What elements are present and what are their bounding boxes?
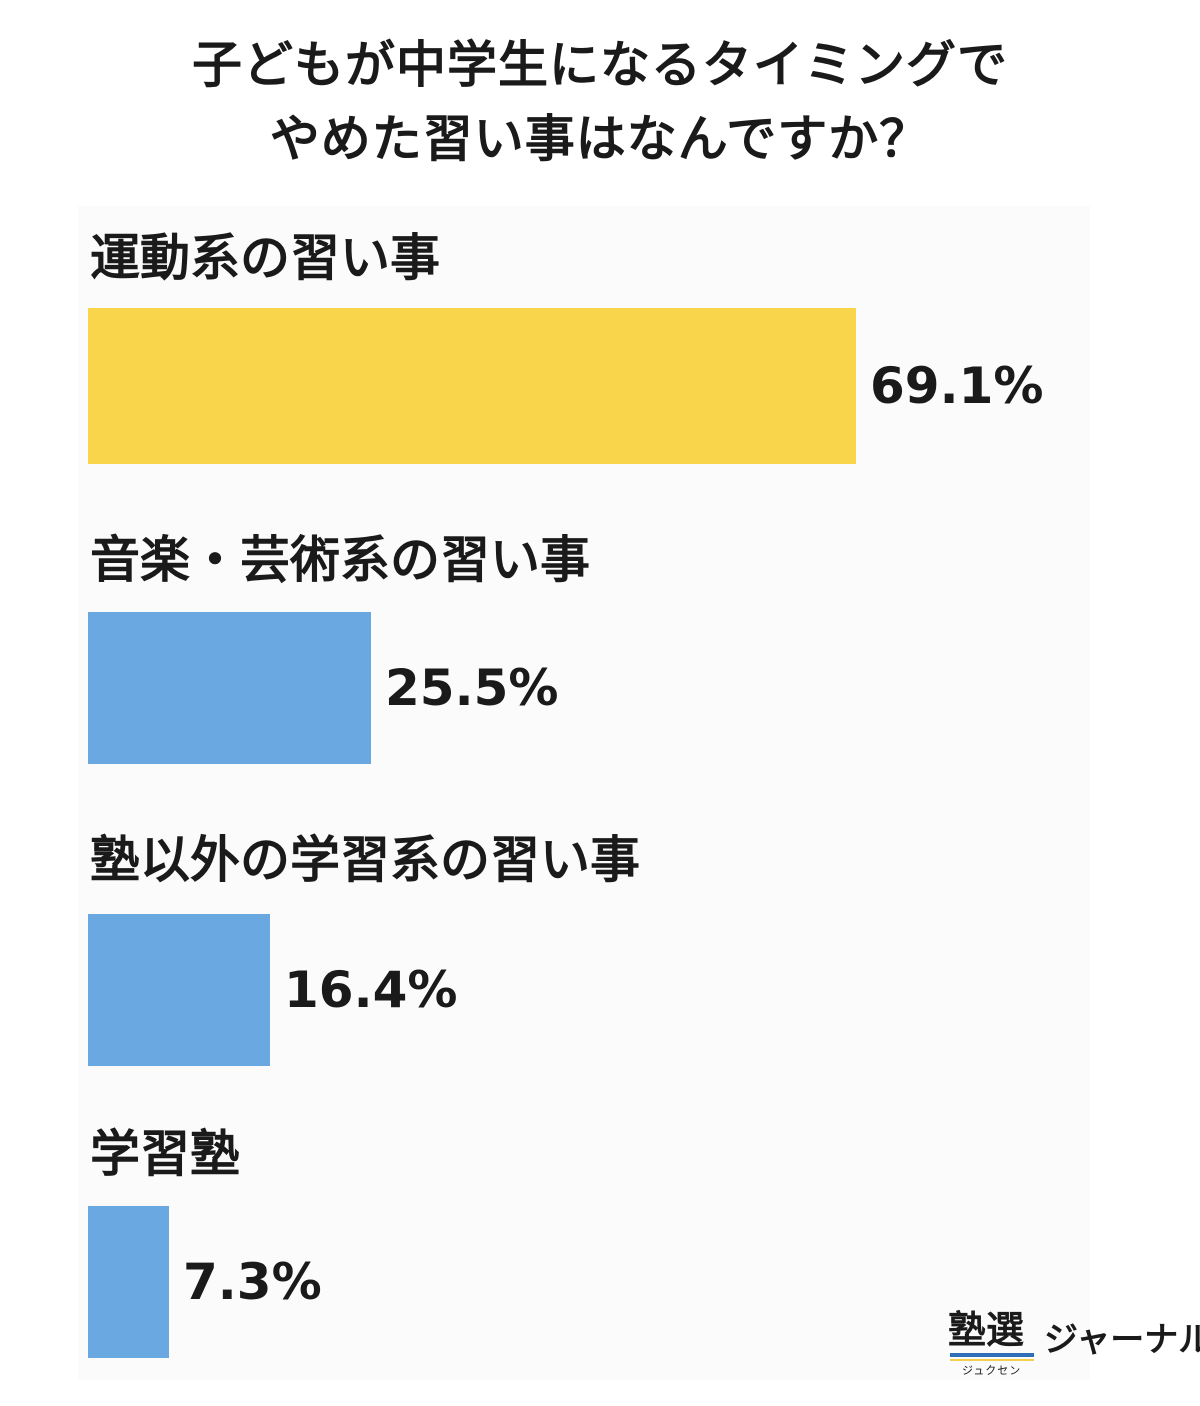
logo-ruby: ジュクセン <box>962 1364 1022 1377</box>
chart-title-line-2: やめた習い事はなんですか？ <box>269 110 931 168</box>
category-label: 塾以外の学習系の習い事 <box>90 831 640 889</box>
brand-logo: 塾選 ジュクセン ジャーナル <box>948 1308 1200 1388</box>
category-label: 音楽・芸術系の習い事 <box>90 531 590 589</box>
category-label: 運動系の習い事 <box>90 229 440 287</box>
value-label: 7.3% <box>183 1253 322 1311</box>
logo-underline-blue <box>950 1353 1034 1357</box>
bar <box>88 914 270 1066</box>
category-label: 学習塾 <box>90 1125 240 1183</box>
value-label: 16.4% <box>284 961 458 1019</box>
bar <box>88 1206 169 1358</box>
logo-text: ジャーナル <box>1044 1320 1200 1360</box>
logo-kanji: 塾選 <box>948 1308 1025 1352</box>
chart-title: 子どもが中学生になるタイミングで やめた習い事はなんですか？ <box>0 28 1200 176</box>
value-label: 69.1% <box>870 357 1044 415</box>
bar <box>88 308 856 464</box>
value-label: 25.5% <box>385 659 559 717</box>
bar <box>88 612 371 764</box>
logo-underline-yellow <box>950 1359 1034 1361</box>
chart-title-line-1: 子どもが中学生になるタイミングで <box>192 36 1008 94</box>
